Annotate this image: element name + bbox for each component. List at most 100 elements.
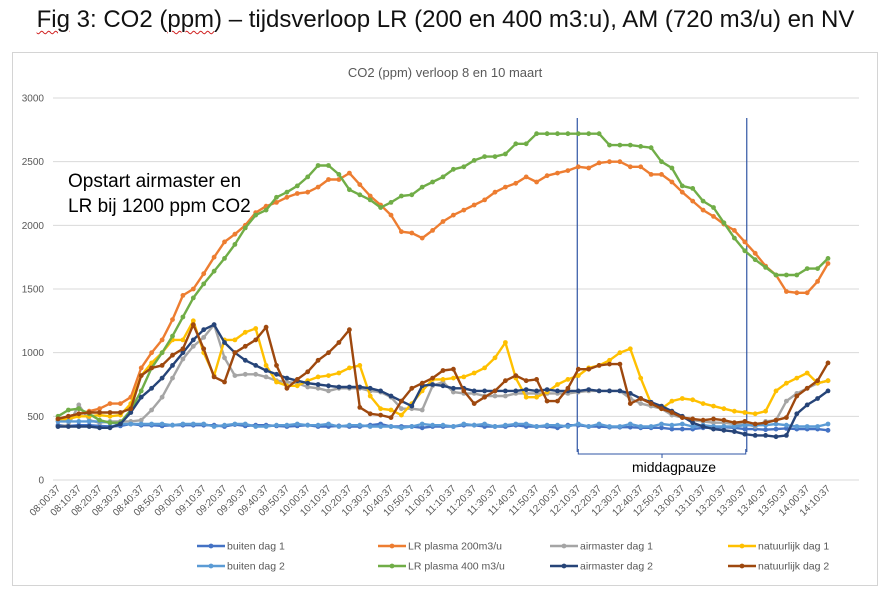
data-point xyxy=(222,379,227,385)
data-point xyxy=(253,363,259,368)
data-point xyxy=(721,406,727,412)
data-point xyxy=(482,365,487,371)
data-point xyxy=(128,410,134,415)
data-point xyxy=(138,394,144,400)
data-point xyxy=(399,229,404,235)
data-point xyxy=(732,408,737,414)
pause-bracket xyxy=(577,449,747,458)
data-point xyxy=(700,401,706,406)
data-point xyxy=(388,415,394,420)
legend-item: buiten dag 1 xyxy=(197,541,285,553)
data-point xyxy=(357,363,363,368)
data-point xyxy=(815,279,820,284)
data-point xyxy=(763,427,768,433)
data-point xyxy=(534,388,539,394)
data-point xyxy=(523,394,529,400)
data-point xyxy=(804,402,810,408)
data-point xyxy=(451,366,456,372)
data-point xyxy=(679,396,685,401)
data-point xyxy=(482,197,487,203)
data-point xyxy=(180,337,186,343)
data-point xyxy=(232,373,238,378)
data-point xyxy=(471,422,477,428)
data-point xyxy=(378,412,383,418)
data-point xyxy=(711,205,716,210)
data-point xyxy=(86,424,92,429)
data-point xyxy=(784,433,789,438)
data-point xyxy=(732,228,737,233)
data-point xyxy=(76,402,82,408)
data-point xyxy=(794,375,800,381)
data-point xyxy=(586,387,592,392)
data-point xyxy=(253,424,259,429)
data-point xyxy=(347,187,352,193)
data-point xyxy=(232,337,238,343)
data-point xyxy=(773,434,779,440)
data-point xyxy=(482,154,487,160)
data-point xyxy=(326,177,331,182)
data-point xyxy=(513,180,519,186)
data-point xyxy=(742,239,748,245)
data-point xyxy=(648,424,654,429)
data-point xyxy=(315,422,321,428)
data-point xyxy=(201,271,207,277)
data-point xyxy=(378,424,383,429)
data-point xyxy=(118,401,123,406)
data-point xyxy=(222,239,227,245)
data-point xyxy=(825,427,831,433)
data-point xyxy=(211,322,217,328)
data-point xyxy=(773,417,779,423)
data-point xyxy=(66,419,71,424)
data-point xyxy=(534,131,539,137)
legend-item: natuurlijk dag 2 xyxy=(728,561,829,573)
data-point xyxy=(232,231,238,237)
data-point xyxy=(471,388,477,394)
data-point xyxy=(575,388,581,394)
data-point xyxy=(586,366,592,372)
data-point xyxy=(263,374,269,380)
data-point xyxy=(461,388,467,394)
figure-title: Fig 3: CO2 (ppm) – tijdsverloop LR (200 … xyxy=(0,6,891,34)
data-point xyxy=(180,346,186,352)
data-point xyxy=(638,375,644,381)
data-point xyxy=(534,377,539,382)
data-point xyxy=(336,172,342,177)
data-point xyxy=(263,368,269,373)
data-point xyxy=(742,426,748,432)
data-point xyxy=(378,388,383,394)
data-point xyxy=(242,225,248,231)
data-point xyxy=(263,207,269,213)
data-point xyxy=(315,184,321,190)
data-point xyxy=(752,257,758,263)
data-point xyxy=(482,388,487,394)
data-point xyxy=(763,265,768,270)
legend-item: LR plasma 200m3/u xyxy=(378,541,502,553)
data-point xyxy=(159,375,165,381)
data-point xyxy=(201,281,207,287)
data-point xyxy=(399,425,404,431)
data-point xyxy=(180,356,186,362)
data-point xyxy=(138,417,144,423)
data-point xyxy=(752,421,758,427)
data-point xyxy=(284,194,290,200)
data-point xyxy=(513,141,519,147)
data-point xyxy=(190,295,196,301)
data-point xyxy=(347,170,352,176)
data-point xyxy=(513,373,519,378)
legend-item: airmaster dag 1 xyxy=(550,541,653,553)
data-point xyxy=(190,286,196,292)
data-point xyxy=(763,408,768,414)
data-point xyxy=(274,194,279,200)
data-point xyxy=(326,388,331,394)
data-point xyxy=(586,131,592,137)
data-point xyxy=(305,384,311,390)
data-point xyxy=(617,142,623,148)
data-point xyxy=(471,370,477,376)
data-point xyxy=(461,164,467,170)
data-point xyxy=(721,427,727,433)
data-point xyxy=(107,420,113,426)
data-point xyxy=(399,398,404,404)
data-point xyxy=(180,314,186,320)
data-point xyxy=(804,385,810,391)
